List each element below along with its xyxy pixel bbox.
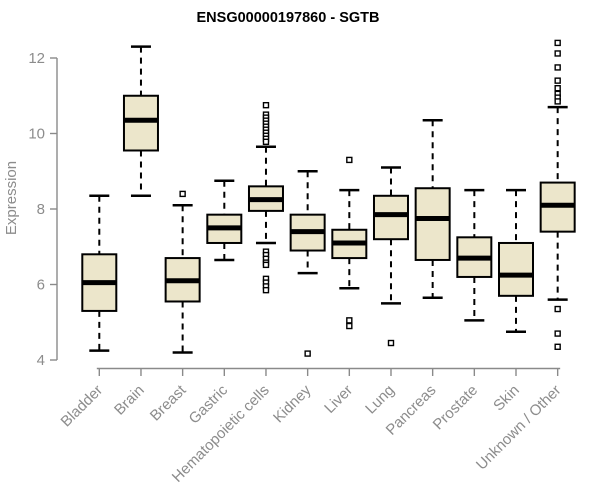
x-tick-label: Liver	[321, 382, 356, 417]
box-rect	[372, 194, 409, 241]
outlier-point	[554, 98, 561, 105]
box-kidney	[289, 170, 326, 357]
chart-title: ENSG00000197860 - SGTB	[197, 10, 380, 26]
box-liver	[331, 156, 368, 330]
outlier-point	[262, 138, 270, 146]
outlier-point	[346, 317, 353, 324]
outlier-point	[304, 350, 311, 357]
box-unknown-other	[539, 39, 576, 350]
y-tick-label: 6	[37, 277, 45, 294]
y-tick-label: 12	[28, 50, 45, 67]
box-rect	[122, 94, 159, 152]
outlier-point	[554, 39, 561, 47]
box-bladder	[81, 194, 118, 352]
x-tick-label: Lung	[362, 382, 398, 418]
outlier-point	[387, 339, 395, 347]
outlier-point	[554, 64, 561, 71]
box-rect	[414, 187, 451, 261]
outlier-point	[554, 343, 561, 350]
boxes-layer	[81, 39, 576, 357]
box-gastric	[206, 179, 243, 262]
y-tick-label: 8	[37, 201, 45, 218]
outlier-point	[179, 190, 186, 198]
outlier-point	[554, 77, 561, 84]
x-tick-label: Bladder	[58, 382, 107, 431]
outlier-point	[554, 84, 561, 92]
box-lung	[372, 166, 409, 347]
x-tick-label: Breast	[147, 381, 190, 424]
outlier-point	[262, 286, 270, 294]
outlier-point	[262, 101, 270, 109]
y-axis-label: Expression	[3, 161, 20, 235]
box-rect	[498, 241, 534, 297]
outlier-point	[554, 330, 561, 337]
x-tick-label: Skin	[490, 382, 523, 415]
box-breast	[164, 190, 201, 354]
x-tick-label: Brain	[111, 382, 148, 419]
outlier-point	[554, 50, 561, 57]
box-pancreas	[414, 119, 451, 299]
box-skin	[498, 188, 534, 333]
box-prostate	[456, 188, 493, 322]
outlier-point	[262, 261, 270, 269]
outlier-point	[554, 305, 561, 313]
x-tick-label: Kidney	[270, 381, 315, 426]
outlier-point	[346, 156, 353, 164]
y-tick-label: 10	[28, 126, 45, 143]
y-tick-label: 4	[37, 352, 45, 369]
outlier-point	[346, 322, 353, 330]
box-hematopoietic-cells	[247, 101, 284, 294]
box-brain	[122, 45, 159, 198]
x-tick-label: Prostate	[430, 382, 482, 434]
